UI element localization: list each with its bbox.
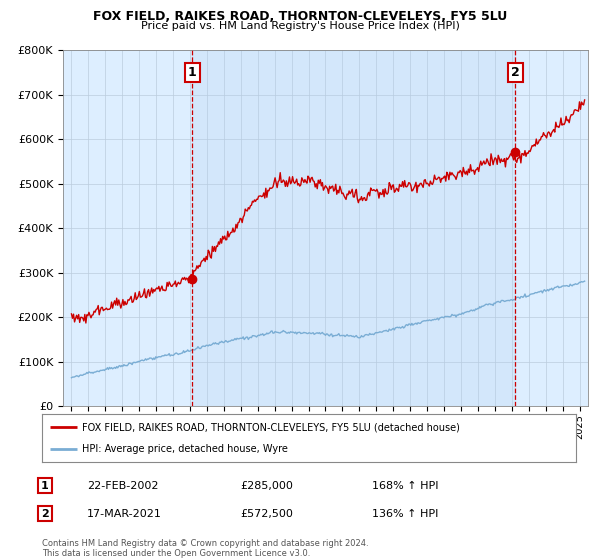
Text: Contains HM Land Registry data © Crown copyright and database right 2024.
This d: Contains HM Land Registry data © Crown c… bbox=[42, 539, 368, 558]
Text: FOX FIELD, RAIKES ROAD, THORNTON-CLEVELEYS, FY5 5LU: FOX FIELD, RAIKES ROAD, THORNTON-CLEVELE… bbox=[93, 10, 507, 23]
Text: HPI: Average price, detached house, Wyre: HPI: Average price, detached house, Wyre bbox=[82, 444, 288, 454]
Text: 2: 2 bbox=[41, 508, 49, 519]
Text: 17-MAR-2021: 17-MAR-2021 bbox=[87, 508, 162, 519]
Text: 1: 1 bbox=[41, 480, 49, 491]
Text: £572,500: £572,500 bbox=[240, 508, 293, 519]
Text: 1: 1 bbox=[188, 66, 197, 79]
Text: 168% ↑ HPI: 168% ↑ HPI bbox=[372, 480, 439, 491]
Text: Price paid vs. HM Land Registry's House Price Index (HPI): Price paid vs. HM Land Registry's House … bbox=[140, 21, 460, 31]
Text: 2: 2 bbox=[511, 66, 520, 79]
Text: 136% ↑ HPI: 136% ↑ HPI bbox=[372, 508, 439, 519]
Text: FOX FIELD, RAIKES ROAD, THORNTON-CLEVELEYS, FY5 5LU (detached house): FOX FIELD, RAIKES ROAD, THORNTON-CLEVELE… bbox=[82, 422, 460, 432]
Bar bbox=[192, 50, 515, 406]
Text: £285,000: £285,000 bbox=[240, 480, 293, 491]
Text: 22-FEB-2002: 22-FEB-2002 bbox=[87, 480, 158, 491]
